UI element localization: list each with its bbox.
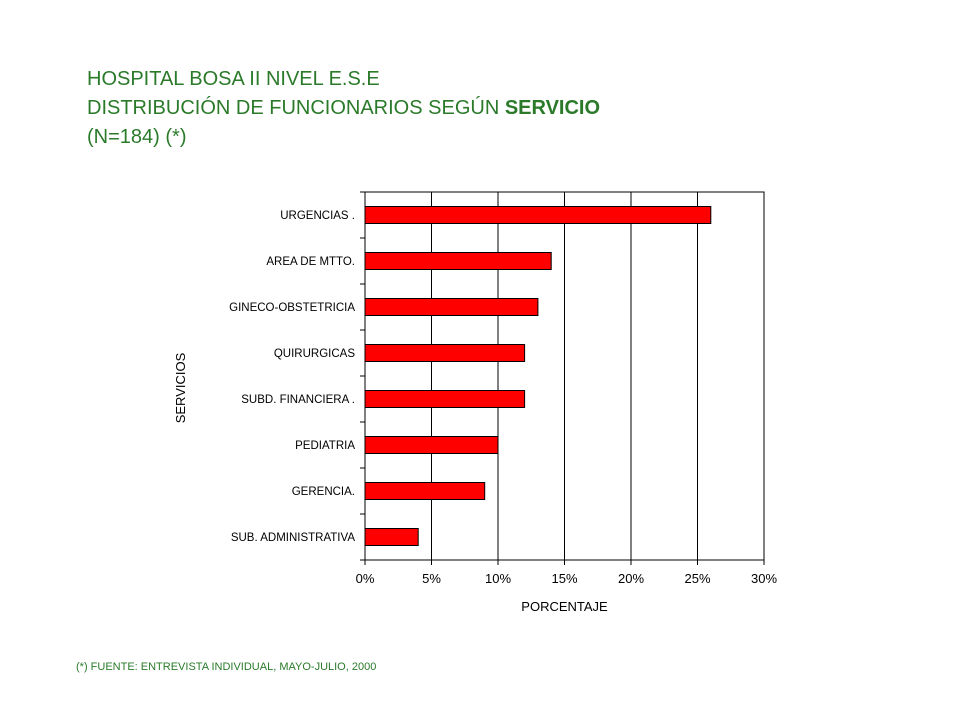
chart-title: HOSPITAL BOSA II NIVEL E.S.E DISTRIBUCIÓ… [87, 65, 600, 152]
source-footnote: (*) FUENTE: ENTREVISTA INDIVIDUAL, MAYO-… [76, 661, 377, 673]
bar [364, 390, 526, 408]
y-axis-title: SERVICIOS [173, 352, 188, 423]
x-tick-label: 5% [422, 571, 441, 586]
x-tick-label: 25% [684, 571, 710, 586]
bar [364, 252, 552, 270]
title-line-2-text: DISTRIBUCIÓN DE FUNCIONARIOS SEGÚN [87, 97, 505, 119]
bar [364, 482, 486, 500]
category-label: SUBD. FINANCIERA . [241, 394, 355, 406]
x-tick-label: 20% [618, 571, 644, 586]
bar [364, 528, 419, 546]
category-label: SUB. ADMINISTRATIVA [231, 532, 356, 544]
category-label: GERENCIA. [292, 486, 355, 498]
bar [364, 298, 539, 316]
bar [364, 206, 712, 224]
category-label: PEDIATRIA [295, 440, 355, 452]
x-tick-label: 0% [356, 571, 375, 586]
category-label: GINECO-OBSTETRICIA [229, 302, 355, 314]
category-label: QUIRURGICAS [274, 348, 355, 360]
title-line-3: (N=184) (*) [87, 126, 187, 148]
title-line-2-bold: SERVICIO [504, 97, 601, 119]
x-tick-label: 15% [551, 571, 577, 586]
bar [364, 344, 526, 362]
category-label: URGENCIAS . [280, 210, 355, 222]
category-label: AREA DE MTTO. [266, 256, 355, 268]
x-tick-label: 10% [485, 571, 511, 586]
bar [364, 436, 499, 454]
title-line-1: HOSPITAL BOSA II NIVEL E.S.E [87, 68, 380, 90]
x-axis-title: PORCENTAJE [521, 599, 608, 614]
x-tick-label: 30% [751, 571, 777, 586]
title-line-2: DISTRIBUCIÓN DE FUNCIONARIOS SEGÚN SERVI… [87, 94, 600, 123]
